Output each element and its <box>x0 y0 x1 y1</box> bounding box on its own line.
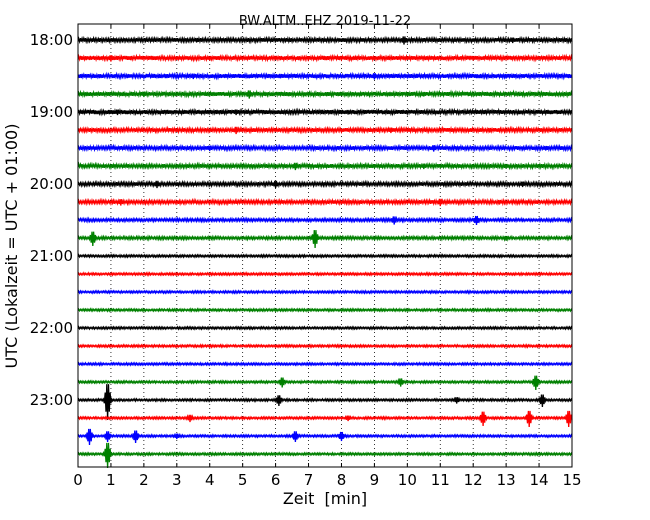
trace-row-4 <box>77 107 573 117</box>
trace-row-0 <box>77 35 573 45</box>
trace-row-2 <box>77 71 573 81</box>
trace-row-8 <box>77 179 573 189</box>
x-tick-label: 6 <box>271 471 281 489</box>
x-tick-label: 12 <box>464 471 483 489</box>
trace-row-11 <box>77 230 573 249</box>
x-axis-label: Zeit [min] <box>283 489 367 508</box>
trace-row-7 <box>77 161 573 171</box>
x-tick-label: 1 <box>106 471 116 489</box>
trace-row-16 <box>77 325 573 331</box>
x-tick-label: 4 <box>205 471 215 489</box>
x-tick-label: 7 <box>304 471 314 489</box>
y-tick-label: 23:00 <box>30 391 73 409</box>
trace-row-19 <box>77 375 573 391</box>
y-tick-label: 22:00 <box>30 319 73 337</box>
y-axis-label: UTC (Lokalzeit = UTC + 01:00) <box>2 124 21 369</box>
x-tick-label: 8 <box>337 471 347 489</box>
x-tick-label: 13 <box>497 471 516 489</box>
y-tick-label: 20:00 <box>30 175 73 193</box>
y-tick-label: 21:00 <box>30 247 73 265</box>
trace-row-10 <box>77 215 573 226</box>
seismic-traces <box>77 35 573 469</box>
x-tick-label: 11 <box>431 471 450 489</box>
x-tick-label: 3 <box>172 471 182 489</box>
y-tick-label: 18:00 <box>30 31 73 49</box>
plot-frame <box>77 23 573 468</box>
trace-row-21 <box>77 410 573 428</box>
x-tick-label: 0 <box>73 471 83 489</box>
x-tick-label: 15 <box>562 471 581 489</box>
y-axis-ticks: 18:00 19:00 20:00 21:00 22:00 23:00 <box>30 31 572 409</box>
x-tick-label: 10 <box>398 471 417 489</box>
x-tick-label: 9 <box>370 471 380 489</box>
trace-row-14 <box>77 289 573 295</box>
trace-row-15 <box>77 307 573 313</box>
trace-row-6 <box>77 143 573 153</box>
trace-row-20 <box>77 384 573 421</box>
chart-title: BW.ALTM..EHZ 2019-11-22 <box>239 14 411 29</box>
trace-row-1 <box>77 53 573 63</box>
trace-row-3 <box>77 89 573 99</box>
trace-row-22 <box>77 428 573 446</box>
trace-row-23 <box>77 442 573 469</box>
trace-row-12 <box>77 253 573 259</box>
x-tick-label: 2 <box>139 471 149 489</box>
x-axis-ticks: 0 1 2 3 4 5 6 7 8 9 10 11 12 13 14 15 <box>73 24 582 489</box>
trace-row-18 <box>77 361 573 367</box>
trace-row-9 <box>77 197 573 207</box>
y-tick-label: 19:00 <box>30 103 73 121</box>
trace-row-17 <box>77 343 573 349</box>
x-tick-label: 14 <box>530 471 549 489</box>
trace-row-5 <box>77 125 573 135</box>
x-tick-label: 5 <box>238 471 248 489</box>
trace-row-13 <box>77 271 573 277</box>
